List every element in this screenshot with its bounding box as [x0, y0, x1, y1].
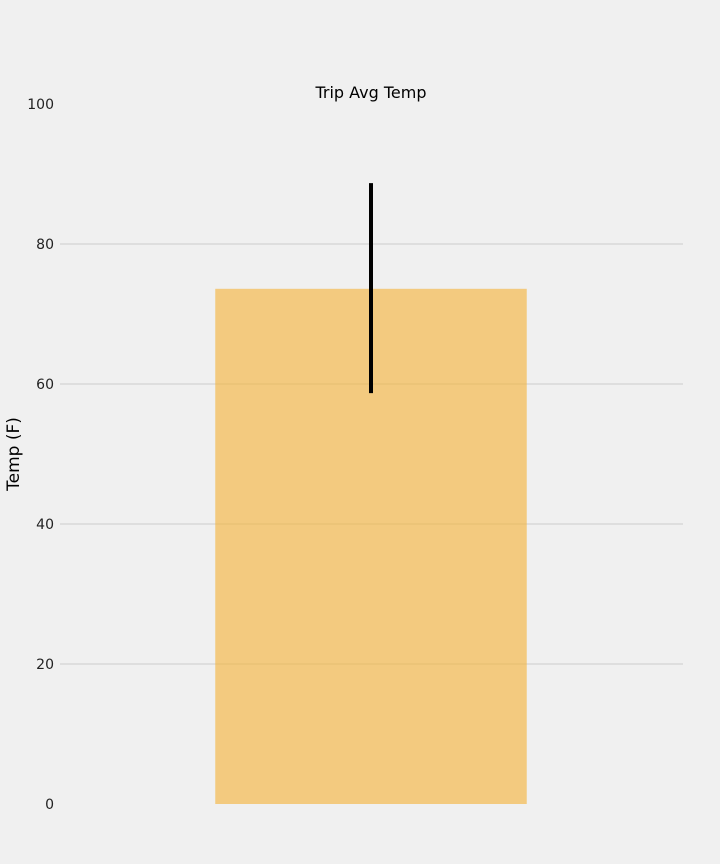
y-tick-label: 60 [36, 377, 54, 393]
y-tick-label: 0 [45, 797, 54, 813]
y-tick-label: 80 [36, 237, 54, 253]
y-tick-label: 40 [36, 517, 54, 533]
y-tick-label: 20 [36, 657, 54, 673]
y-tick-label: 100 [27, 97, 54, 113]
y-tick-labels: 0 20 40 60 80 100 [27, 97, 54, 813]
y-axis-label: Temp (F) [4, 417, 24, 492]
chart-title: Trip Avg Temp [314, 83, 426, 102]
